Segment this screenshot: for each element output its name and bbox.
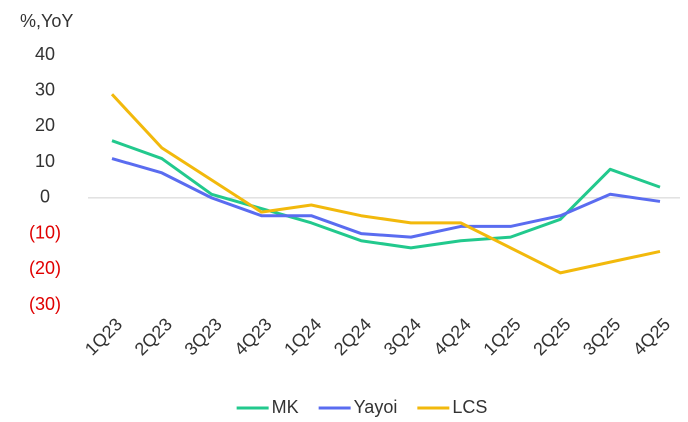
y-tick-label: (30) [29, 294, 61, 314]
legend-label: LCS [452, 397, 487, 417]
series-line [111, 139, 661, 250]
x-tick-label: 1Q25 [479, 314, 524, 359]
x-tick-label: 3Q24 [380, 314, 425, 359]
y-tick-label: 30 [35, 79, 55, 99]
series-line [111, 157, 661, 239]
x-tick-label: 2Q23 [131, 314, 176, 359]
x-tick-label: 4Q25 [629, 314, 674, 359]
x-tick-label: 2Q25 [529, 314, 574, 359]
x-tick-label: 1Q23 [81, 314, 126, 359]
y-tick-label: (20) [29, 258, 61, 278]
y-tick-label: 40 [35, 44, 55, 64]
legend-label: MK [272, 397, 299, 417]
x-tick-label: 4Q23 [230, 314, 275, 359]
x-tick-label: 3Q25 [579, 314, 624, 359]
x-tick-label: 2Q24 [330, 314, 375, 359]
x-tick-label: 3Q23 [181, 314, 226, 359]
y-tick-label: 0 [40, 187, 50, 207]
y-tick-label: 20 [35, 115, 55, 135]
x-tick-label: 4Q24 [430, 314, 475, 359]
series-line [110, 93, 661, 275]
x-tick-label: 1Q24 [280, 314, 325, 359]
y-tick-label: 10 [35, 151, 55, 171]
y-axis-label: %,YoY [20, 11, 73, 31]
y-tick-label: (10) [29, 222, 61, 242]
legend-label: Yayoi [354, 397, 398, 417]
